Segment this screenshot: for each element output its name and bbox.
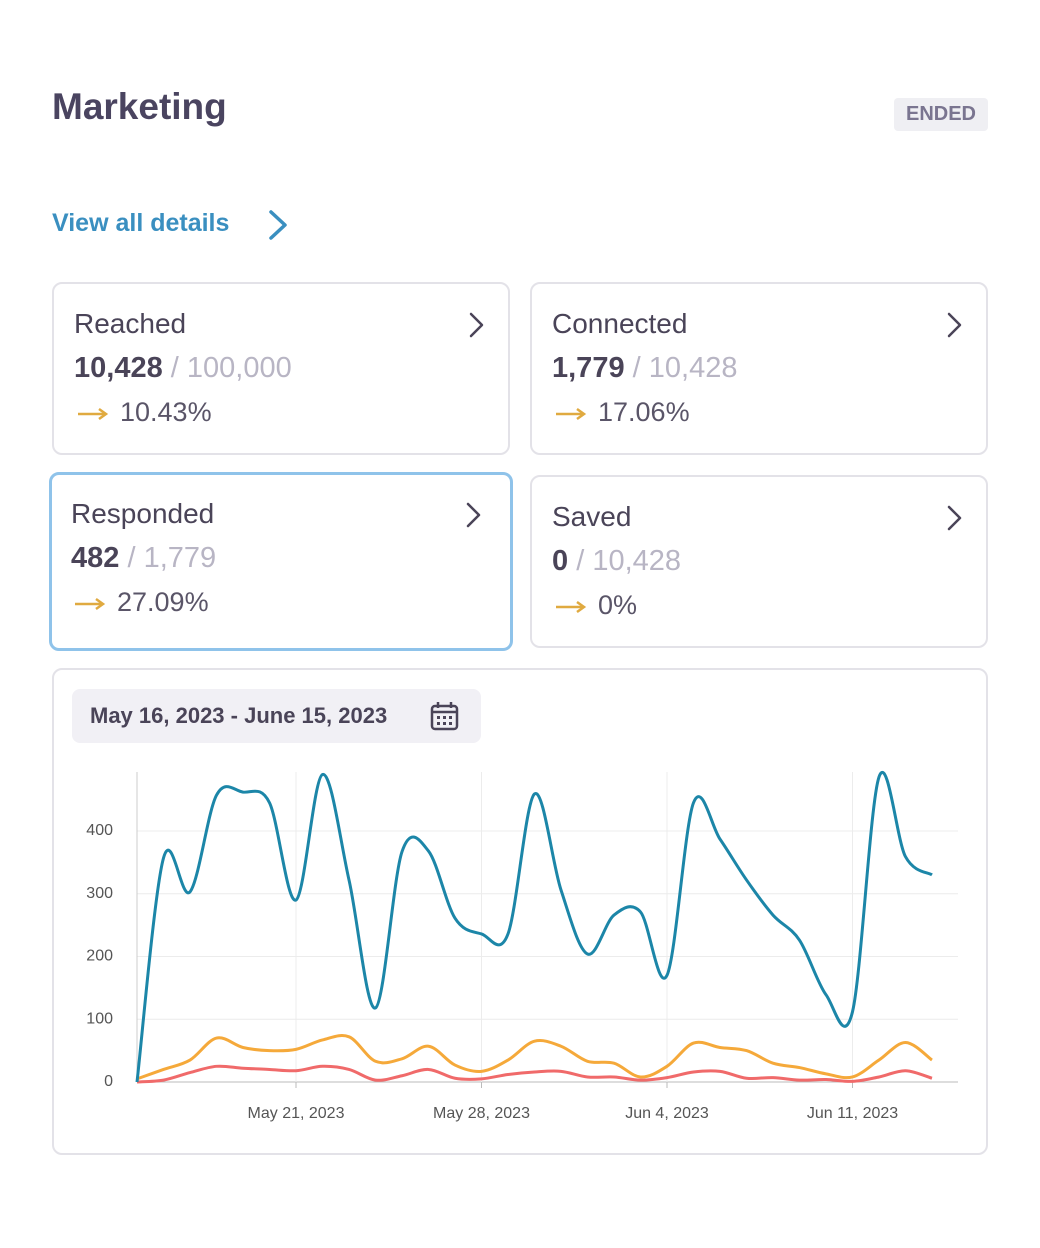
x-tick-label: Jun 11, 2023 xyxy=(807,1105,898,1122)
series-line xyxy=(135,771,933,1083)
card-title: Reached xyxy=(74,308,187,339)
card-total: 10,428 xyxy=(592,545,682,577)
metric-card[interactable]: Saved 0 / 10,428 0% xyxy=(530,475,988,648)
card-value: 1,779 / 10,428 xyxy=(552,352,737,385)
page-title: Marketing xyxy=(52,86,227,127)
y-tick-label: 300 xyxy=(86,885,113,902)
y-tick-label: 100 xyxy=(86,1010,113,1027)
card-count: 1,779 xyxy=(552,352,625,384)
card-percent: 17.06% xyxy=(598,397,690,427)
trend-arrow xyxy=(75,597,106,611)
card-chevron xyxy=(466,502,481,528)
series-line xyxy=(136,1064,933,1084)
y-tick-label: 200 xyxy=(86,948,113,965)
chart-card xyxy=(52,668,988,1155)
status-badge: ENDED xyxy=(894,98,988,131)
card-value: 10,428 / 100,000 xyxy=(74,352,292,385)
link-chevron[interactable] xyxy=(264,208,292,242)
metric-card[interactable]: Responded 482 / 1,779 27.09% xyxy=(49,472,513,651)
card-separator: / xyxy=(119,542,144,574)
card-count: 10,428 xyxy=(74,352,163,384)
x-tick-label: May 21, 2023 xyxy=(248,1105,345,1122)
series-line xyxy=(136,1034,933,1081)
trend-arrow xyxy=(556,407,587,421)
card-separator: / xyxy=(624,352,649,384)
card-total: 1,779 xyxy=(143,542,217,574)
date-picker[interactable]: May 16, 2023 - June 15, 2023 xyxy=(72,689,481,743)
card-percent: 10.43% xyxy=(120,397,212,427)
card-value: 482 / 1,779 xyxy=(71,542,216,575)
y-tick-label: 0 xyxy=(104,1073,113,1090)
card-title: Connected xyxy=(552,308,688,339)
trend-arrow xyxy=(78,407,109,421)
card-value: 0 / 10,428 xyxy=(552,545,681,578)
x-tick-label: Jun 4, 2023 xyxy=(625,1105,709,1122)
card-chevron xyxy=(469,312,484,338)
details-link[interactable]: View all details xyxy=(52,209,230,237)
card-percent: 0% xyxy=(598,590,638,620)
metric-card[interactable]: Reached 10,428 / 100,000 10.43% xyxy=(52,282,510,455)
card-title: Saved xyxy=(552,501,632,532)
card-separator: / xyxy=(568,545,593,577)
card-chevron xyxy=(947,505,962,531)
card-separator: / xyxy=(162,352,187,384)
card-count: 0 xyxy=(552,545,569,577)
metric-card[interactable]: Connected 1,779 / 10,428 17.06% xyxy=(530,282,988,455)
y-tick-label: 400 xyxy=(86,822,113,839)
trend-arrow xyxy=(556,600,587,614)
date-range: May 16, 2023 - June 15, 2023 xyxy=(90,703,388,728)
card-title: Responded xyxy=(71,498,215,529)
calendar-icon xyxy=(430,702,459,731)
card-total: 100,000 xyxy=(186,352,292,384)
card-count: 482 xyxy=(71,542,120,574)
card-chevron xyxy=(947,312,962,338)
card-percent: 27.09% xyxy=(117,587,209,617)
card-total: 10,428 xyxy=(648,352,738,384)
x-tick-label: May 28, 2023 xyxy=(433,1105,530,1122)
